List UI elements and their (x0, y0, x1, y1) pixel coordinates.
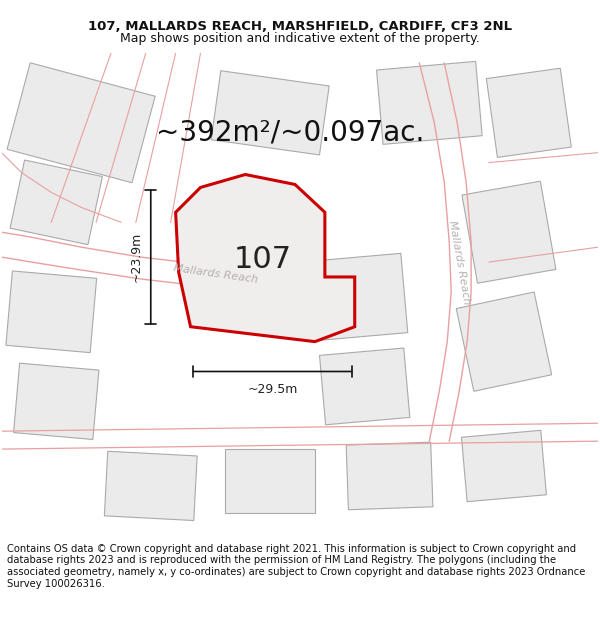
Polygon shape (462, 181, 556, 283)
Text: Map shows position and indicative extent of the property.: Map shows position and indicative extent… (120, 32, 480, 45)
Polygon shape (456, 292, 551, 391)
Polygon shape (14, 363, 99, 439)
Polygon shape (6, 271, 97, 352)
Polygon shape (226, 449, 315, 513)
Polygon shape (311, 253, 408, 341)
Text: ~23.9m: ~23.9m (130, 232, 143, 282)
Polygon shape (176, 174, 355, 342)
Polygon shape (7, 62, 155, 182)
Polygon shape (320, 348, 410, 425)
Polygon shape (487, 68, 571, 158)
Polygon shape (346, 442, 433, 510)
Text: Mallards Reach: Mallards Reach (173, 263, 259, 285)
Text: 107: 107 (233, 246, 292, 274)
Polygon shape (104, 451, 197, 521)
Text: Mallards Reach: Mallards Reach (447, 219, 472, 305)
Text: 107, MALLARDS REACH, MARSHFIELD, CARDIFF, CF3 2NL: 107, MALLARDS REACH, MARSHFIELD, CARDIFF… (88, 20, 512, 32)
Polygon shape (377, 61, 482, 144)
Polygon shape (461, 431, 547, 502)
Text: ~392m²/~0.097ac.: ~392m²/~0.097ac. (156, 119, 424, 147)
Polygon shape (10, 160, 103, 245)
Text: ~29.5m: ~29.5m (247, 383, 298, 396)
Text: Contains OS data © Crown copyright and database right 2021. This information is : Contains OS data © Crown copyright and d… (7, 544, 586, 589)
Polygon shape (211, 71, 329, 155)
